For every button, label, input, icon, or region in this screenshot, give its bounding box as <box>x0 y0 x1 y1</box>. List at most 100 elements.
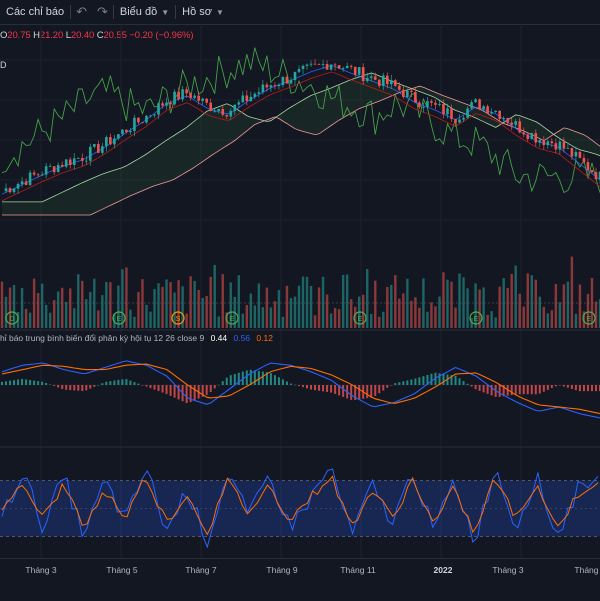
candle-body <box>157 103 160 115</box>
macd-histogram-bar <box>45 383 48 385</box>
candle-body <box>56 164 60 173</box>
volume-bar <box>406 278 409 328</box>
candle-body <box>369 76 373 78</box>
candle-body <box>586 162 590 171</box>
candle-body <box>538 140 542 143</box>
volume-bar <box>478 289 481 328</box>
candle-body <box>213 110 217 112</box>
candle-body <box>101 146 104 153</box>
candle-body <box>145 115 148 123</box>
candle-body <box>181 89 184 100</box>
volume-bar <box>213 264 216 328</box>
macd-histogram-bar <box>542 385 545 392</box>
volume-bar <box>333 307 337 328</box>
volume-bar <box>341 274 345 328</box>
signal-line <box>1 363 600 415</box>
event-marker-letter: E <box>474 316 479 323</box>
chart-canvas[interactable]: D E S E E E E <box>0 0 600 558</box>
candle-body <box>466 108 469 118</box>
candle-body <box>225 114 229 117</box>
volume-bar <box>117 285 120 328</box>
volume-bar <box>85 299 88 328</box>
volume-bar <box>125 267 128 328</box>
macd-histogram-bar <box>133 382 136 385</box>
chart-menu-button[interactable]: Biểu đồ ▼ <box>114 0 175 24</box>
macd-histogram-bar <box>470 385 473 387</box>
candle-body <box>494 110 497 113</box>
volume-bar <box>510 273 513 328</box>
candle-body <box>293 71 297 81</box>
candle-body <box>518 121 522 133</box>
candle-body <box>402 89 405 97</box>
macd-histogram-bar <box>229 375 232 385</box>
volume-bar <box>4 296 8 328</box>
volume-bar <box>293 296 297 328</box>
volume-bar <box>28 312 32 328</box>
volume-bar <box>486 314 489 328</box>
event-marker-letter: E <box>358 316 363 323</box>
volume-bar <box>173 292 176 328</box>
candle-body <box>446 108 449 115</box>
candle-body <box>93 144 96 147</box>
volume-bar <box>221 274 224 328</box>
macd-histogram-bar <box>149 385 152 389</box>
candle-body <box>426 101 429 107</box>
profile-menu-button[interactable]: Hồ sơ ▼ <box>176 0 230 24</box>
candle-body <box>68 159 72 165</box>
time-axis[interactable]: Tháng 3 Tháng 5 Tháng 7 Tháng 9 Tháng 11… <box>0 558 600 601</box>
volume-bar <box>594 301 598 328</box>
macd-histogram-bar <box>93 385 96 387</box>
macd-histogram-bar <box>245 370 248 385</box>
candle-body <box>257 92 261 94</box>
volume-bar <box>36 293 40 328</box>
indicators-label: Các chỉ báo <box>6 6 65 18</box>
macd-histogram-bar <box>374 385 377 396</box>
candle-body <box>341 68 345 69</box>
candle-body <box>329 64 333 70</box>
volume-bar <box>394 275 397 328</box>
candle-body <box>534 133 538 143</box>
volume-bar <box>161 286 164 328</box>
x-tick-label: Tháng 5 <box>106 565 138 575</box>
macd-histogram-bar <box>137 383 140 385</box>
volume-bar <box>73 308 76 328</box>
volume-bar <box>414 297 417 328</box>
macd-histogram-bar <box>281 379 284 385</box>
macd-histogram-bar <box>338 385 341 396</box>
candle-body <box>241 95 245 103</box>
volume-bar <box>598 299 600 328</box>
volume-bar <box>61 287 64 328</box>
stochastic-d-line <box>1 475 599 536</box>
redo-icon[interactable]: ↷ <box>97 4 108 19</box>
macd-histogram-bar <box>318 385 321 391</box>
candle-body <box>486 106 489 114</box>
x-tick-label-year: 2022 <box>433 565 453 575</box>
candle-body <box>161 103 164 106</box>
candle-body <box>438 103 441 105</box>
volume-bar <box>554 284 558 328</box>
top-toolbar: Các chỉ báo ↶ ↷ Biểu đồ ▼ Hồ sơ ▼ <box>0 0 600 25</box>
volume-bar <box>197 289 200 328</box>
candle-body <box>598 171 600 180</box>
macd-histogram-bar <box>554 385 557 387</box>
volume-bar <box>109 282 112 328</box>
macd-histogram-bar <box>514 385 517 395</box>
candle-body <box>36 174 40 176</box>
candle-body <box>261 84 265 93</box>
volume-bar <box>217 316 220 328</box>
candle-body <box>390 80 393 85</box>
volume-bar <box>241 313 245 328</box>
candle-body <box>458 119 461 123</box>
candle-body <box>546 141 550 146</box>
volume-bar <box>257 283 261 328</box>
candle-body <box>317 64 321 65</box>
toolbar-divider <box>175 5 177 19</box>
undo-icon[interactable]: ↶ <box>76 4 87 19</box>
candle-body <box>313 63 317 65</box>
volume-bar <box>101 295 104 328</box>
candle-body <box>105 137 108 147</box>
candle-body <box>80 158 84 161</box>
macd-histogram-bar <box>498 385 501 397</box>
volume-bar <box>313 315 317 328</box>
indicators-button[interactable]: Các chỉ báo <box>0 0 70 24</box>
